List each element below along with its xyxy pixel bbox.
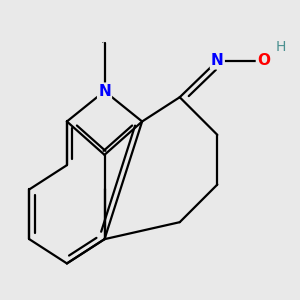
Text: N: N [211,53,224,68]
Text: N: N [98,84,111,99]
Text: O: O [257,53,270,68]
Text: H: H [275,40,286,55]
Text: methyl: methyl [102,42,107,43]
